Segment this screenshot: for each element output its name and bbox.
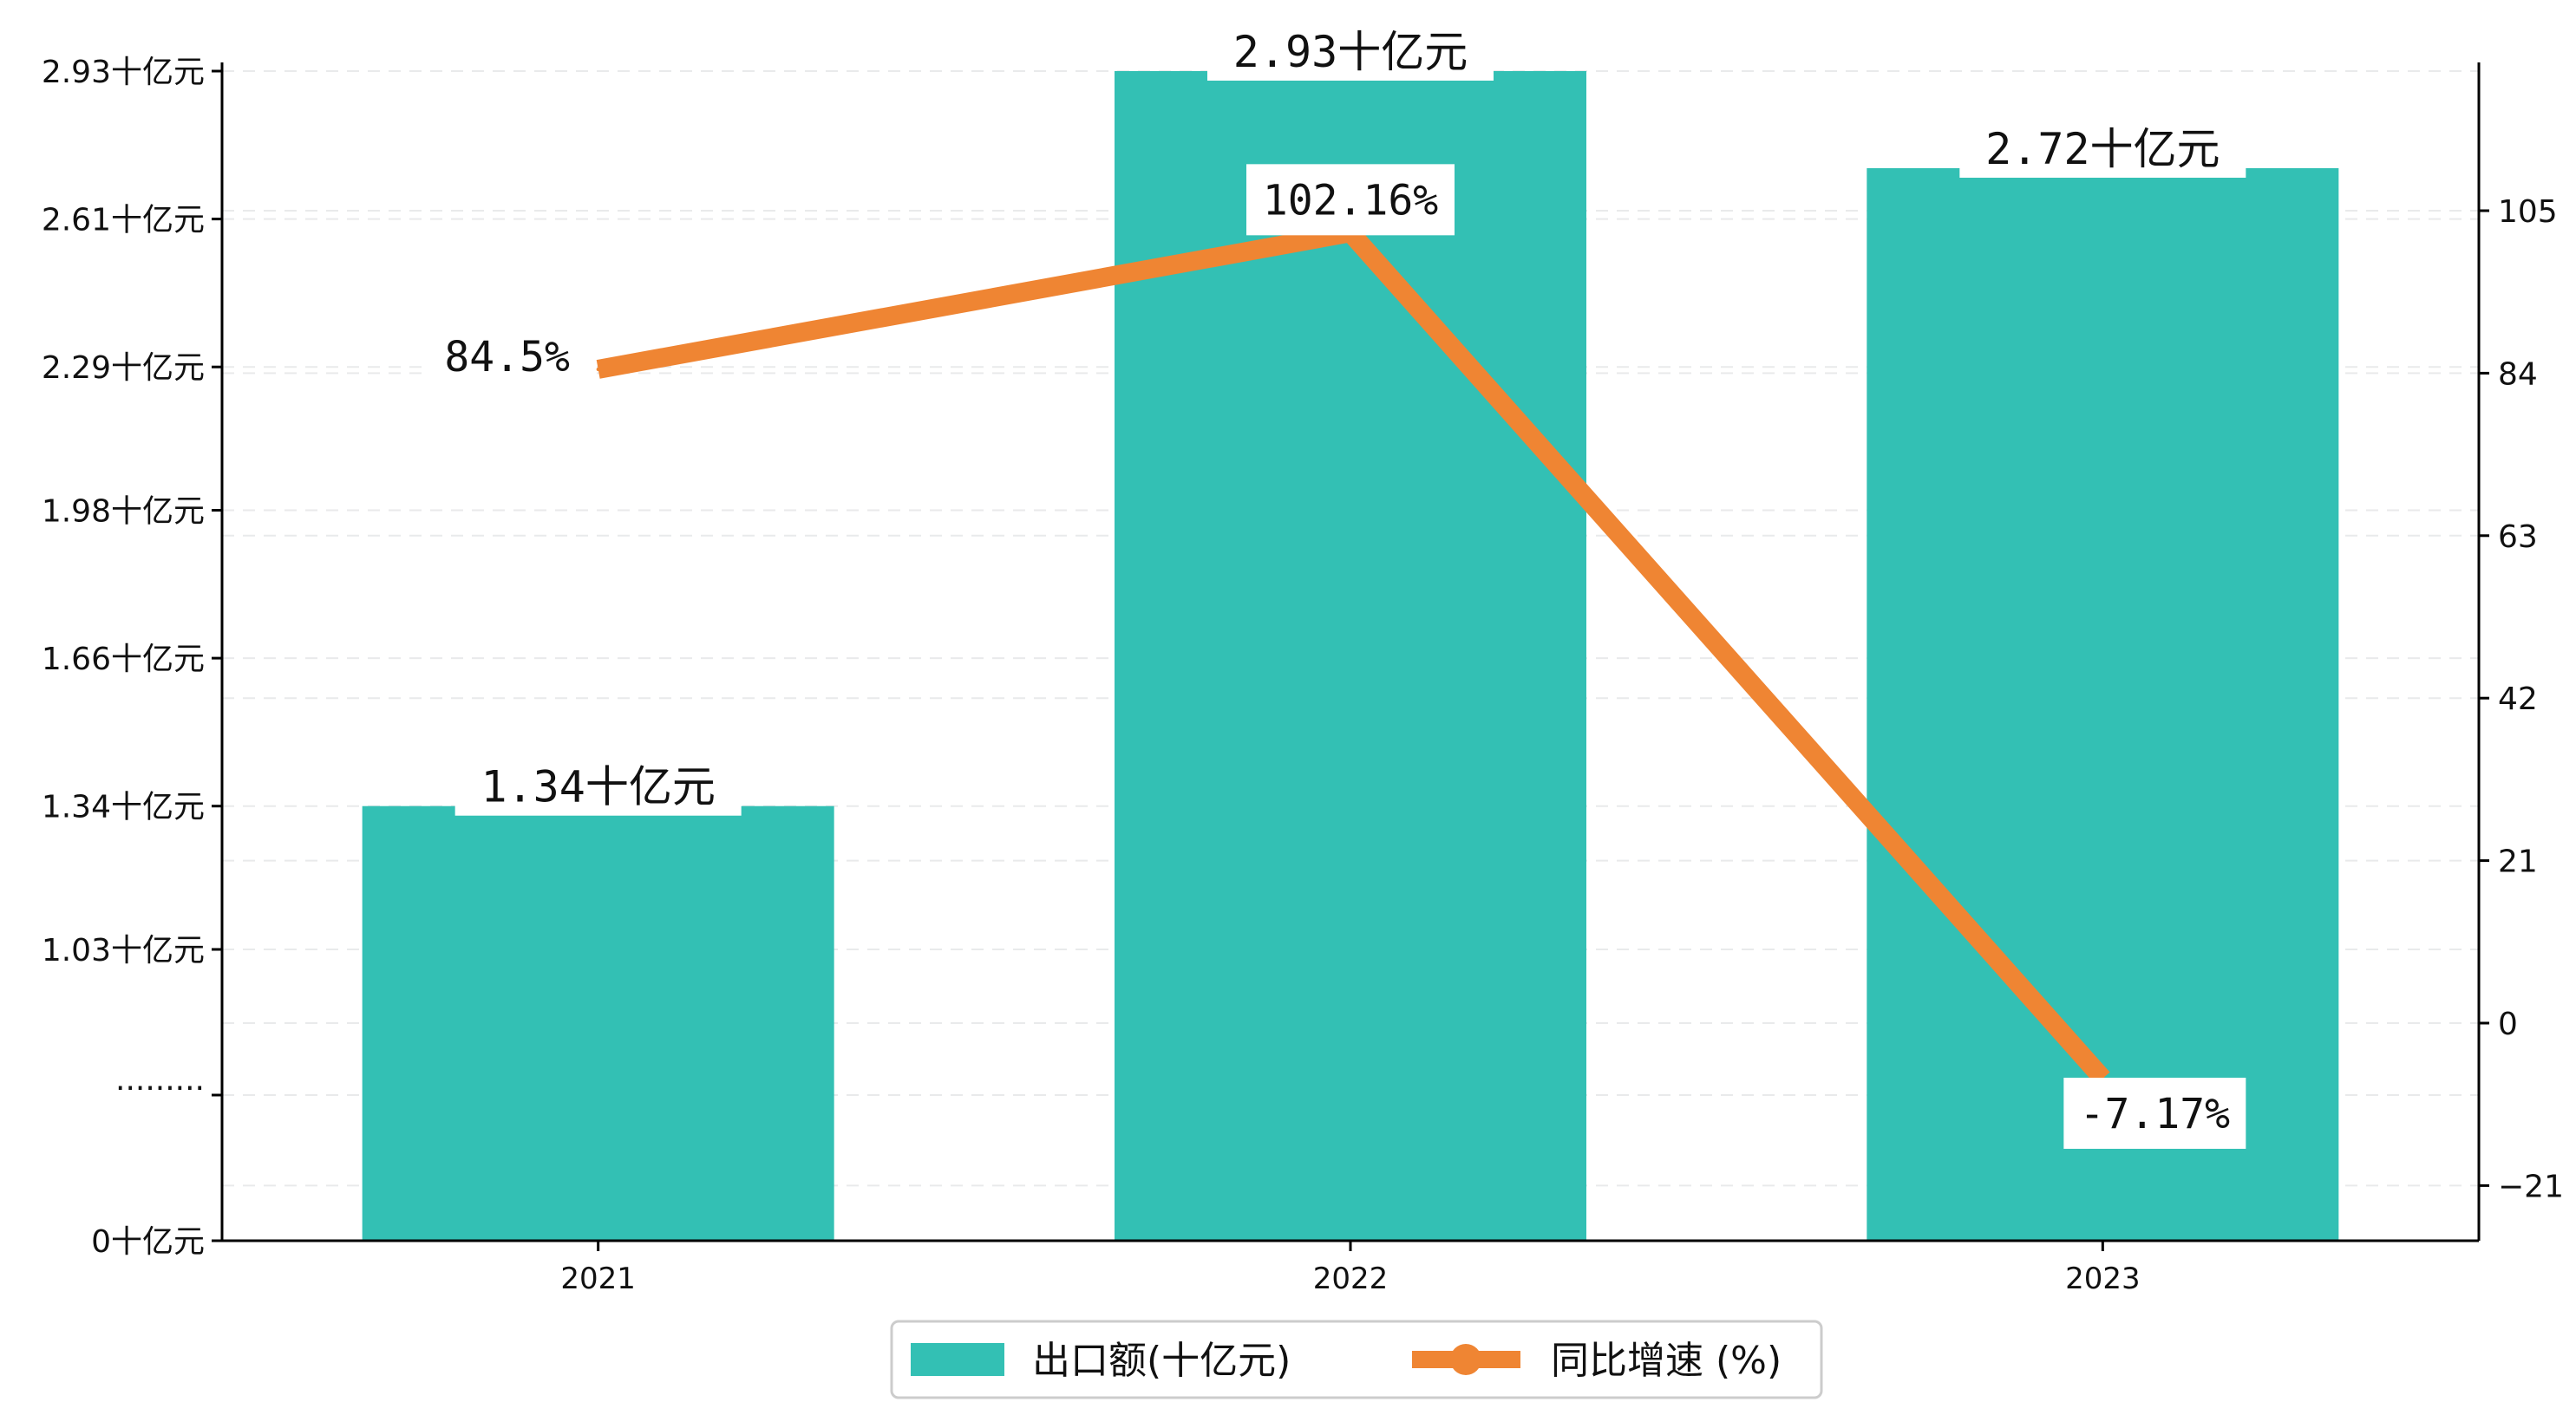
axes: 0十亿元 1.03十亿元 1.34十亿元 1.66十亿元 1.98十亿元 2.29十亿元 2… bbox=[42, 55, 2564, 1296]
left-tick-label: 2.93十亿元 bbox=[42, 55, 205, 90]
legend-item-growth: 同比增速 (%) bbox=[1412, 1339, 1782, 1383]
line-value-label-text: -7.17% bbox=[2080, 1090, 2230, 1138]
left-tick-label: 2.29十亿元 bbox=[42, 350, 205, 386]
legend-item-export: 出口额(十亿元) bbox=[911, 1339, 1291, 1383]
line-value-label-bg bbox=[2063, 1077, 2246, 1149]
left-tick-label: 2.61十亿元 bbox=[42, 203, 205, 238]
line-value-label-bg bbox=[424, 320, 590, 392]
line-value-label: 102.16% bbox=[1246, 164, 1455, 236]
left-tick-label: 1.34十亿元 bbox=[42, 790, 205, 825]
right-tick-label: 42 bbox=[2498, 681, 2538, 717]
bar-2023 bbox=[1867, 167, 2339, 1242]
bar-value-label-text: 2.93十亿元 bbox=[1233, 27, 1468, 77]
legend-label-export: 出口额(十亿元) bbox=[1032, 1339, 1291, 1383]
right-tick-label: 63 bbox=[2498, 519, 2538, 555]
right-tick-label: −21 bbox=[2498, 1169, 2564, 1204]
data-labels: 1.34十亿元 2.93十亿元 2.72十亿元 84.5% 102.16% -7.17% bbox=[424, 23, 2246, 1149]
right-tick-label: 84 bbox=[2498, 356, 2538, 392]
legend[interactable]: 出口额(十亿元) 同比增速 (%) bbox=[890, 1320, 1823, 1399]
line-value-label: -7.17% bbox=[2063, 1077, 2246, 1149]
line-value-label-text: 84.5% bbox=[444, 333, 570, 381]
legend-swatch-bar bbox=[911, 1343, 1004, 1376]
growth-point-2021 bbox=[596, 367, 600, 371]
bar-value-label-bg bbox=[454, 758, 742, 816]
axis-break-label: ········· bbox=[115, 1071, 205, 1106]
legend-box bbox=[890, 1320, 1823, 1399]
bar-value-label: 2.72十亿元 bbox=[1959, 120, 2246, 178]
bar-value-label-text: 1.34十亿元 bbox=[481, 762, 715, 812]
bar-value-label: 2.93十亿元 bbox=[1207, 23, 1494, 81]
bar-2021 bbox=[362, 805, 834, 1241]
bar-value-label-text: 2.72十亿元 bbox=[1985, 124, 2220, 174]
line-value-label-text: 102.16% bbox=[1263, 176, 1438, 225]
right-tick-label: 0 bbox=[2498, 1007, 2518, 1042]
x-tick-label: 2022 bbox=[1313, 1262, 1389, 1296]
x-tick-label: 2021 bbox=[560, 1262, 636, 1296]
bar-value-label: 1.34十亿元 bbox=[454, 758, 742, 816]
line-value-label: 84.5% bbox=[424, 320, 590, 392]
left-tick-label: 1.03十亿元 bbox=[42, 933, 205, 968]
right-tick-label: 21 bbox=[2498, 844, 2538, 880]
bar-value-label-bg bbox=[1959, 120, 2246, 178]
legend-label-growth: 同比增速 (%) bbox=[1551, 1339, 1782, 1383]
left-tick-label: 1.66十亿元 bbox=[42, 642, 205, 677]
left-tick-label: 1.98十亿元 bbox=[42, 494, 205, 530]
right-tick-label: 105 bbox=[2498, 194, 2558, 230]
left-tick-label: 0十亿元 bbox=[91, 1224, 205, 1260]
legend-swatch-marker bbox=[1450, 1344, 1481, 1375]
bar-value-label-bg bbox=[1207, 23, 1494, 81]
line-value-label-bg bbox=[1246, 164, 1455, 236]
x-tick-label: 2023 bbox=[2065, 1262, 2141, 1296]
